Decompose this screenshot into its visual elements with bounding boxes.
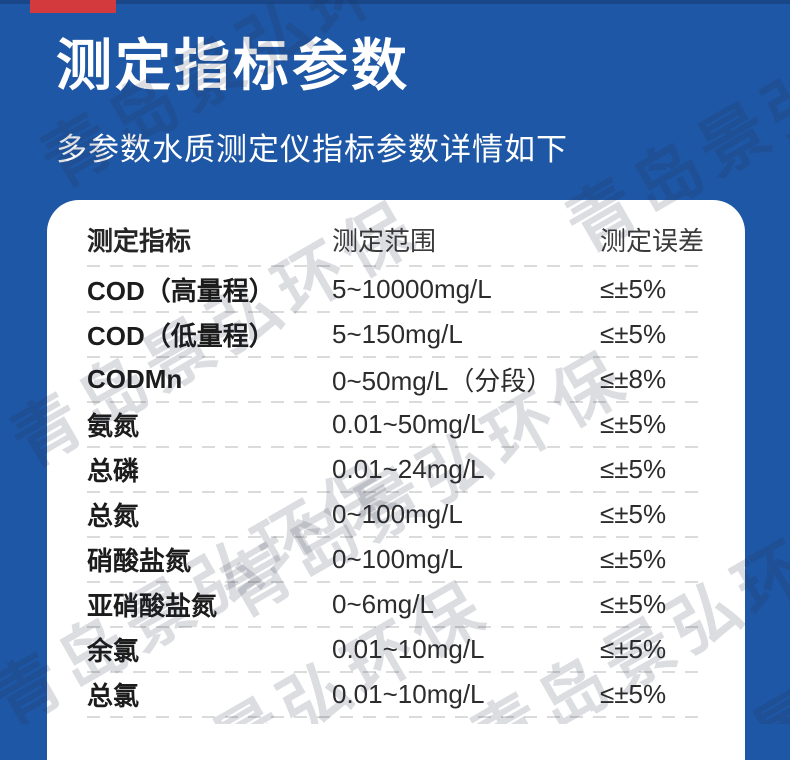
cell-error: ≤±5%	[600, 679, 667, 709]
table-row: 亚硝酸盐氮 0~6mg/L ≤±5%	[87, 582, 705, 628]
cell-error: ≤±5%	[600, 454, 667, 484]
cell-indicator: COD（高量程）	[87, 276, 275, 306]
cell-indicator: 亚硝酸盐氮	[87, 591, 218, 621]
cell-range: 0.01~24mg/L	[332, 454, 485, 484]
cell-range: 5~10000mg/L	[332, 274, 492, 304]
cell-error: ≤±5%	[600, 409, 667, 439]
table-row: CODMn 0~50mg/L（分段） ≤±8%	[87, 357, 705, 403]
cell-range: 5~150mg/L	[332, 319, 463, 349]
cell-range: 0.01~10mg/L	[332, 634, 485, 664]
column-header-range: 测定范围	[332, 226, 437, 256]
page-subtitle: 多参数水质测定仪指标参数详情如下	[56, 132, 568, 168]
cell-range: 0~50mg/L（分段）	[332, 366, 553, 396]
cell-error: ≤±5%	[600, 319, 667, 349]
table-header-row: 测定指标 测定范围 测定误差	[87, 200, 705, 267]
cell-range: 0.01~10mg/L	[332, 679, 485, 709]
cell-indicator: 硝酸盐氮	[87, 546, 192, 576]
hero-header: 测定指标参数 多参数水质测定仪指标参数详情如下	[56, 0, 568, 169]
cell-error: ≤±5%	[600, 634, 667, 664]
cell-range: 0~100mg/L	[332, 499, 463, 529]
table-row: 总磷 0.01~24mg/L ≤±5%	[87, 447, 705, 493]
cell-indicator: 总氮	[87, 501, 140, 531]
cell-indicator: 余氯	[87, 636, 140, 666]
table-row: 总氮 0~100mg/L ≤±5%	[87, 492, 705, 538]
cell-indicator: 总氯	[87, 681, 140, 711]
cell-error: ≤±5%	[600, 499, 667, 529]
cell-indicator: 总磷	[87, 456, 140, 486]
cell-range: 0~100mg/L	[332, 544, 463, 574]
cell-indicator: COD（低量程）	[87, 321, 275, 351]
cell-error: ≤±5%	[600, 544, 667, 574]
red-accent-bar	[30, 0, 116, 13]
cell-indicator: 氨氮	[87, 411, 140, 441]
table-row: 余氯 0.01~10mg/L ≤±5%	[87, 627, 705, 673]
table-row: 总氯 0.01~10mg/L ≤±5%	[87, 672, 705, 718]
table-row: 氨氮 0.01~50mg/L ≤±5%	[87, 402, 705, 448]
cell-indicator: CODMn	[87, 364, 183, 394]
page-title: 测定指标参数	[56, 34, 410, 97]
cell-error: ≤±5%	[600, 589, 667, 619]
spec-card: 测定指标 测定范围 测定误差 COD（高量程） 5~10000mg/L ≤±5% CO…	[47, 200, 745, 760]
cell-error: ≤±5%	[600, 274, 667, 304]
cell-range: 0.01~50mg/L	[332, 409, 485, 439]
spec-table: 测定指标 测定范围 测定误差 COD（高量程） 5~10000mg/L ≤±5% CO…	[87, 200, 705, 718]
column-header-indicator: 测定指标	[87, 226, 192, 256]
table-body: COD（高量程） 5~10000mg/L ≤±5% COD（低量程） 5~150mg/L…	[87, 267, 705, 718]
cell-range: 0~6mg/L	[332, 589, 434, 619]
column-header-error: 测定误差	[600, 226, 705, 256]
table-row: COD（高量程） 5~10000mg/L ≤±5%	[87, 267, 705, 313]
top-edge-strip	[0, 0, 790, 4]
table-row: COD（低量程） 5~150mg/L ≤±5%	[87, 312, 705, 358]
table-row: 硝酸盐氮 0~100mg/L ≤±5%	[87, 537, 705, 583]
cell-error: ≤±8%	[600, 364, 667, 394]
